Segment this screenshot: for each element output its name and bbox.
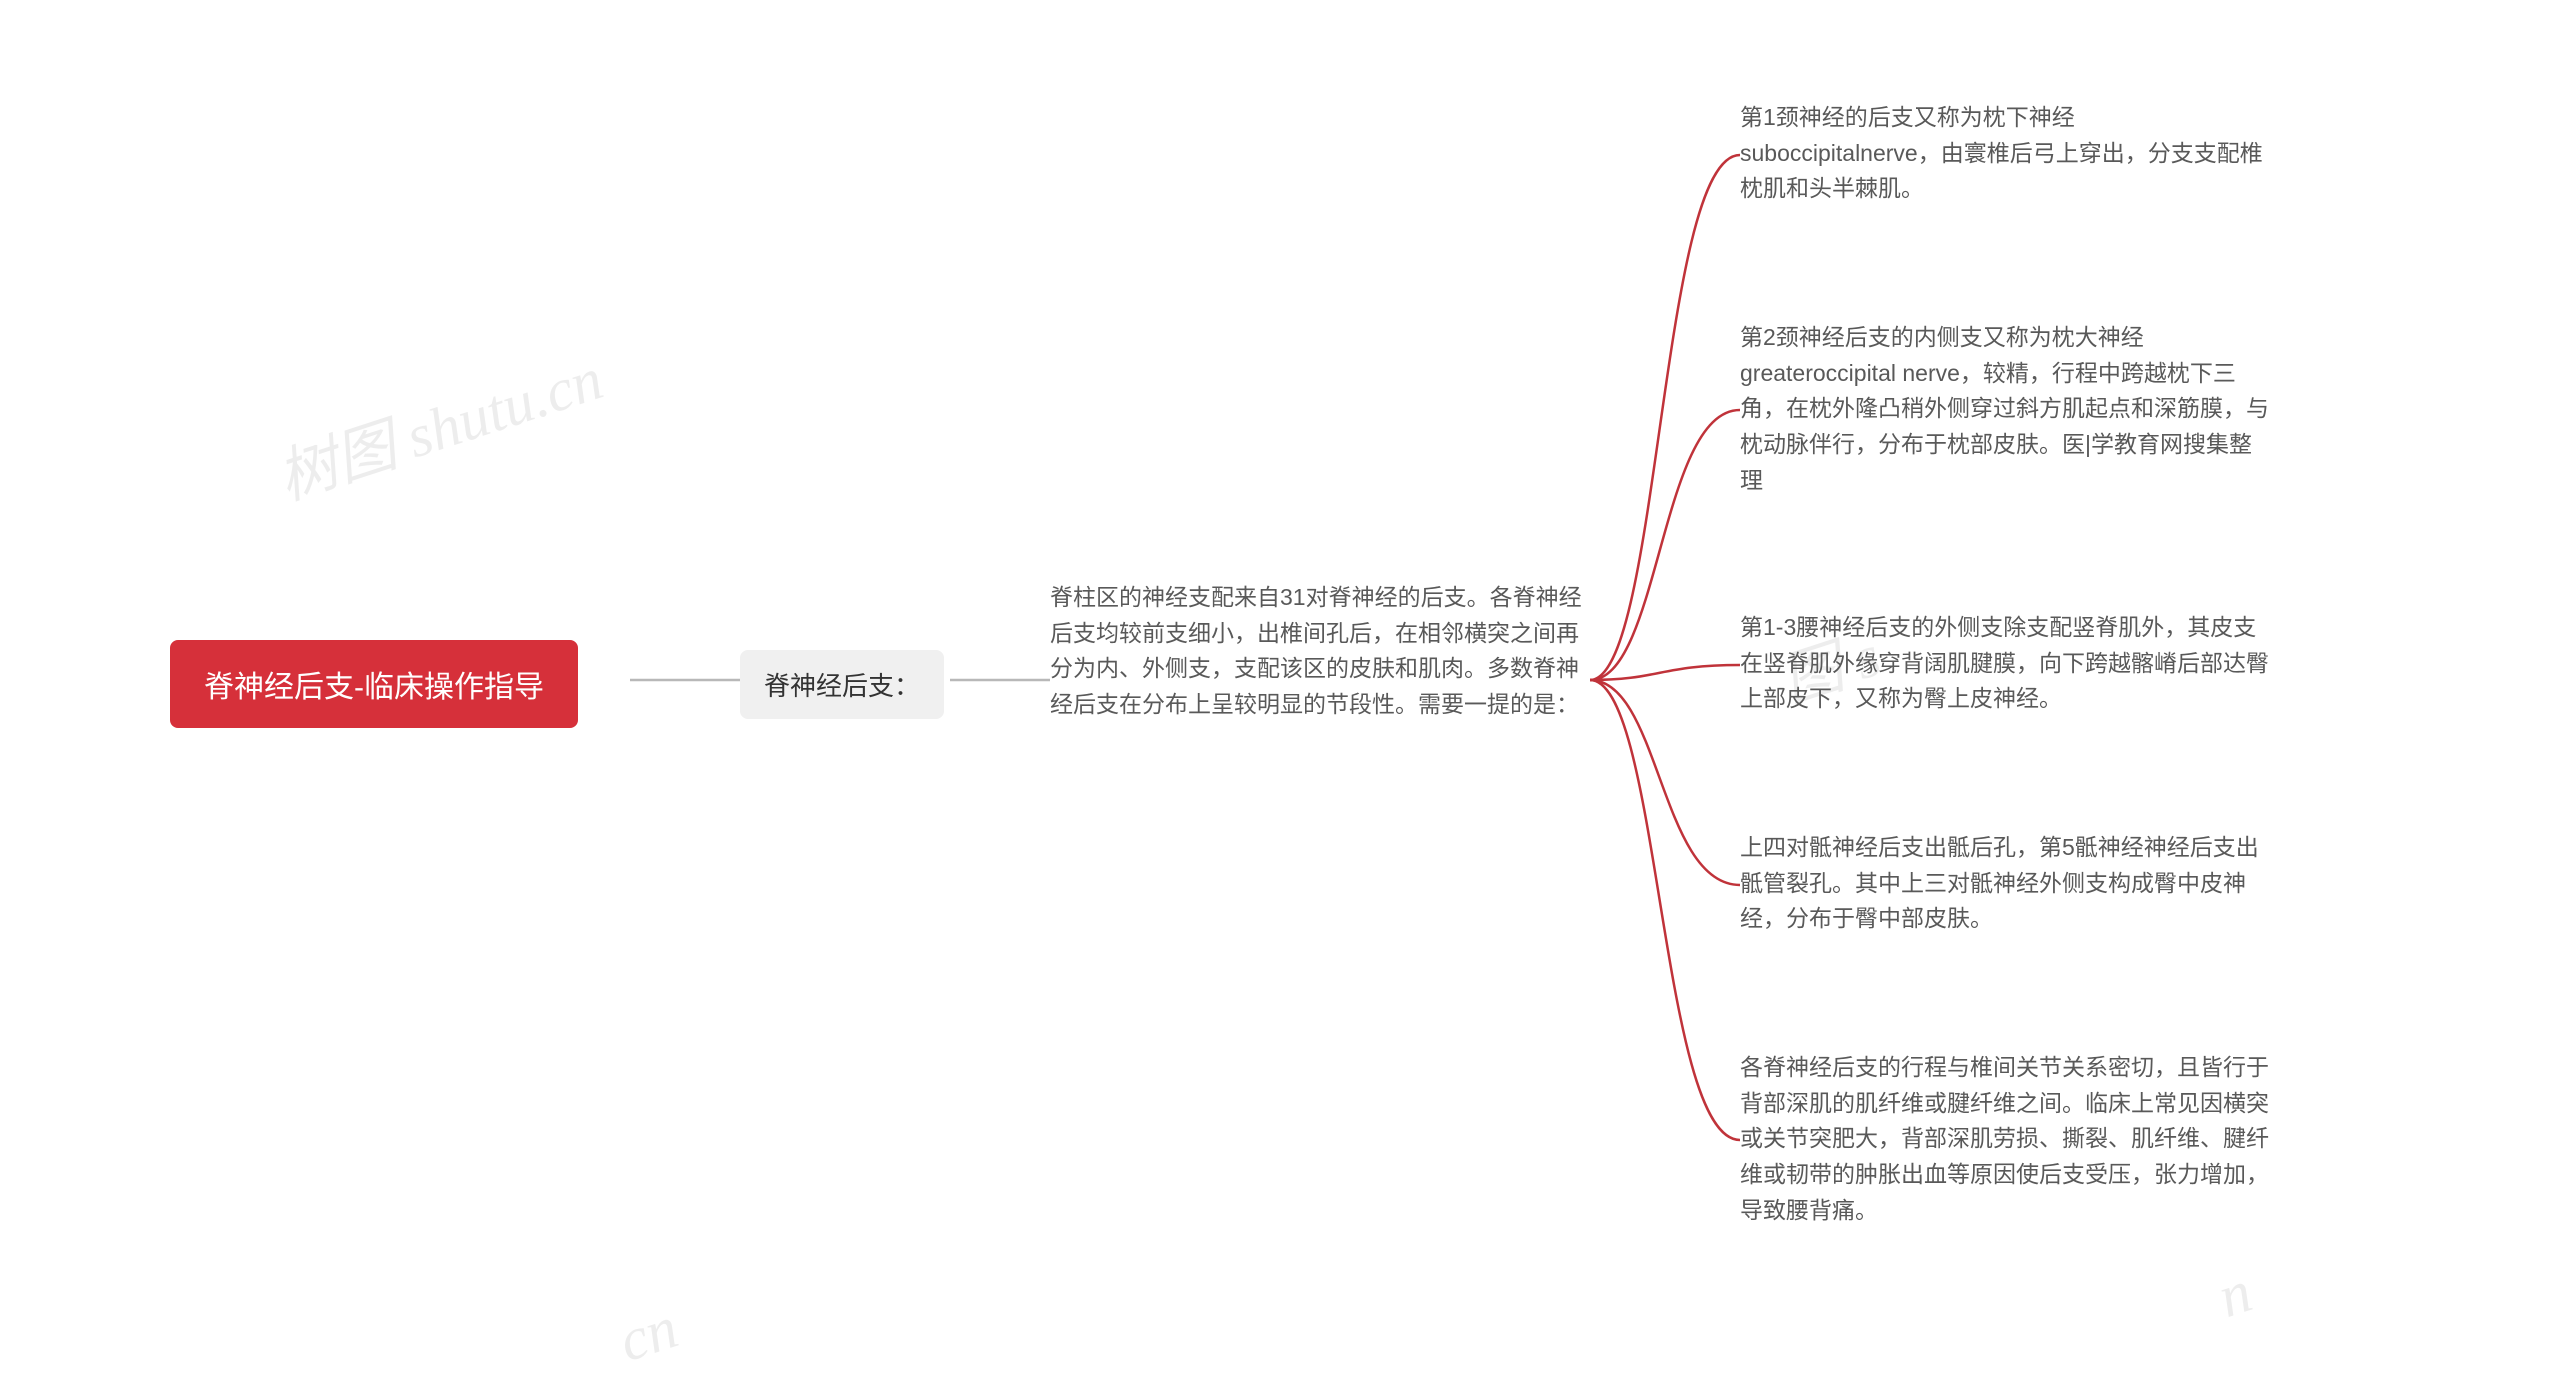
branch-node[interactable]: 脊神经后支： — [740, 650, 944, 719]
leaf-node[interactable]: 第1颈神经的后支又称为枕下神经suboccipitalnerve，由寰椎后弓上穿… — [1740, 100, 2270, 207]
leaf-node[interactable]: 第2颈神经后支的内侧支又称为枕大神经greateroccipital nerve… — [1740, 320, 2270, 498]
leaf-node[interactable]: 第1-3腰神经后支的外侧支除支配竖脊肌外，其皮支在竖脊肌外缘穿背阔肌腱膜，向下跨… — [1740, 610, 2270, 717]
watermark: cn — [611, 1293, 686, 1376]
root-node[interactable]: 脊神经后支-临床操作指导 — [170, 640, 578, 728]
description-node[interactable]: 脊柱区的神经支配来自31对脊神经的后支。各脊神经后支均较前支细小，出椎间孔后，在… — [1050, 580, 1590, 723]
leaf-node[interactable]: 各脊神经后支的行程与椎间关节关系密切，且皆行于背部深肌的肌纤维或腱纤维之间。临床… — [1740, 1050, 2270, 1228]
leaf-node[interactable]: 上四对骶神经后支出骶后孔，第5骶神经神经后支出骶管裂孔。其中上三对骶神经外侧支构… — [1740, 830, 2270, 937]
mindmap-canvas: 树图 shutu.cn 图 s cn n 脊神经后支-临床操作指导 脊神经后支：… — [0, 0, 2560, 1379]
watermark: n — [2210, 1257, 2260, 1332]
watermark: 树图 shutu.cn — [265, 330, 612, 517]
